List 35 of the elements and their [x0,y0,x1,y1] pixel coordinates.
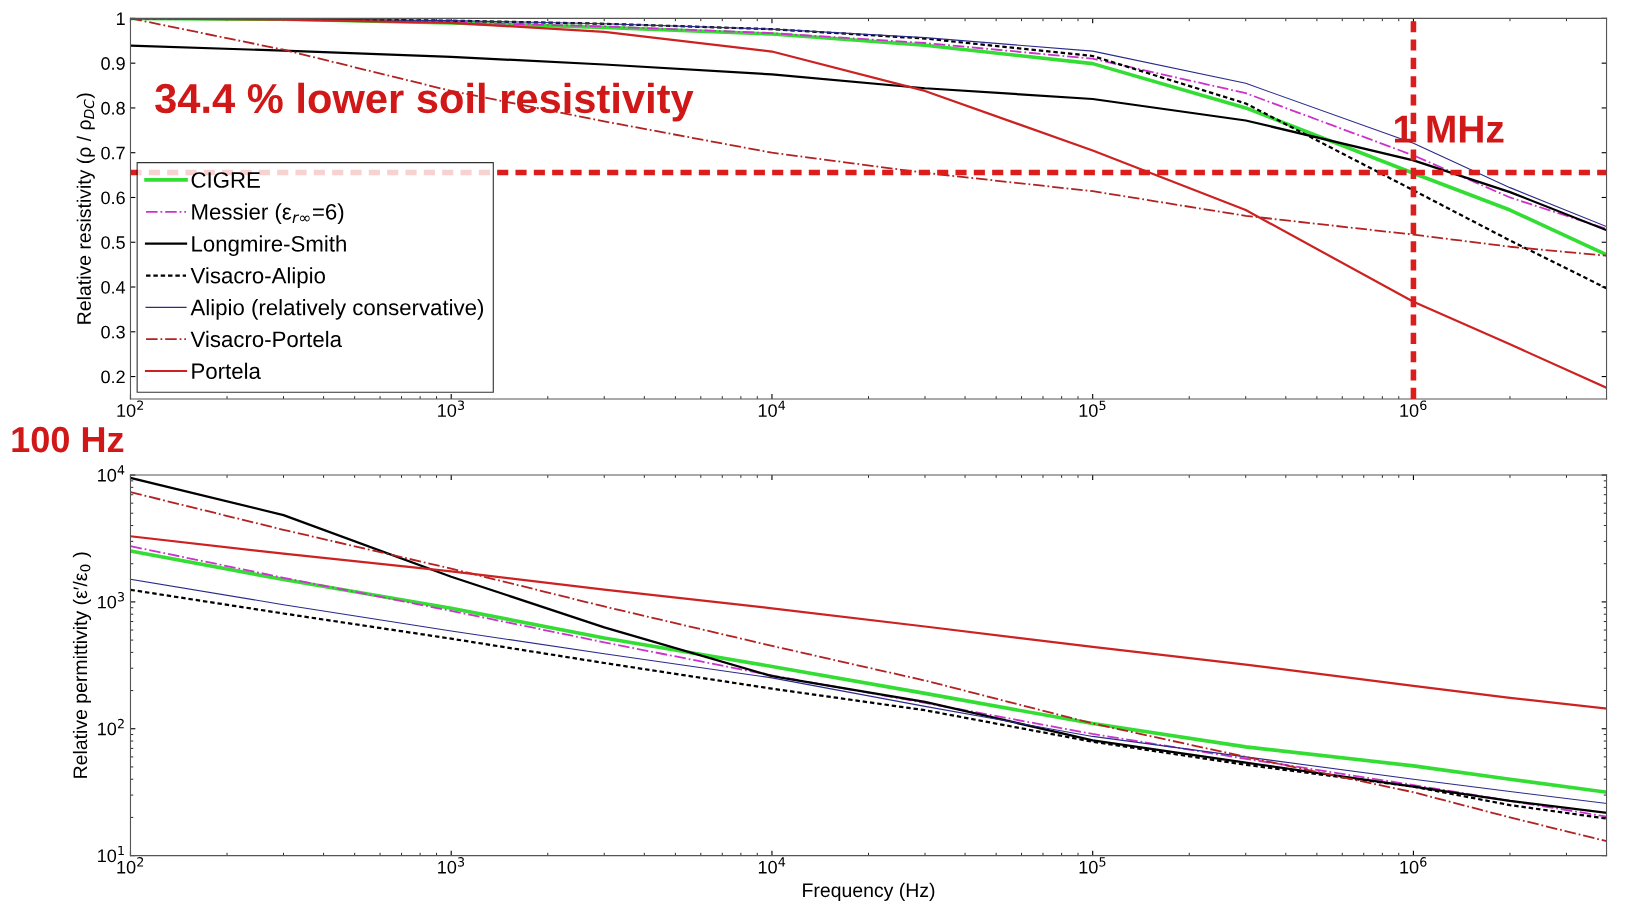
legend-label: CIGRE [191,172,260,188]
y-tick-label: 10$^{2}$ [98,718,124,736]
y-tick-label: 10$^{4}$ [98,465,125,482]
y-tick-label: 0.7 [101,146,125,160]
y-tick-label: 0.3 [101,325,125,339]
y-tick-label: 0.8 [101,101,125,115]
y-tick-label: 0.4 [101,280,126,294]
y-tick-label: 0.9 [101,57,125,70]
x-tick-label: 10$^{5}$ [1079,857,1106,874]
y-axis-title: Relative permittivity (ε′/ε$_{0}$ ) [72,552,92,778]
y-tick-label: 0.6 [101,191,125,205]
x-tick-label: 10$^{5}$ [1079,400,1106,417]
x-tick-label: 10$^{6}$ [1400,400,1427,417]
legend-label: Portela [192,362,261,379]
x-tick-label: 10$^{4}$ [758,857,786,874]
legend-label: Alipio (relatively conservative) [190,299,484,320]
legend-label: Longmire-Smith [192,235,346,257]
legend-label: Visacro-Portela [190,330,342,348]
annotation: 1 MHz [1394,115,1504,143]
x-tick-label: 10$^{3}$ [438,400,465,417]
y-tick-label: 10$^{3}$ [98,592,125,609]
x-tick-label: 10$^{2}$ [117,400,144,417]
x-tick-label: 10$^{4}$ [758,400,786,417]
y-axis-title: Relative resistivity (ρ / ρ$_{DC}$) [76,93,95,324]
y-tick-label: 0.5 [101,236,125,249]
legend-label: Visacro-Alipio [190,267,326,288]
x-tick-label: 10$^{3}$ [438,857,465,874]
annotation: 34.4 % lower soil resistivity [155,82,694,122]
x-tick-label: 10$^{2}$ [117,857,144,874]
text: 100 Hz [12,426,124,453]
legend-label: Messier (ε$_{r∞}$=6) [192,203,344,225]
y-tick-label: 0.2 [101,370,125,384]
y-tick-label: 1 [116,12,125,25]
x-tick-label: 10$^{6}$ [1400,857,1427,874]
x-axis-title: Frequency (Hz) [803,882,935,901]
